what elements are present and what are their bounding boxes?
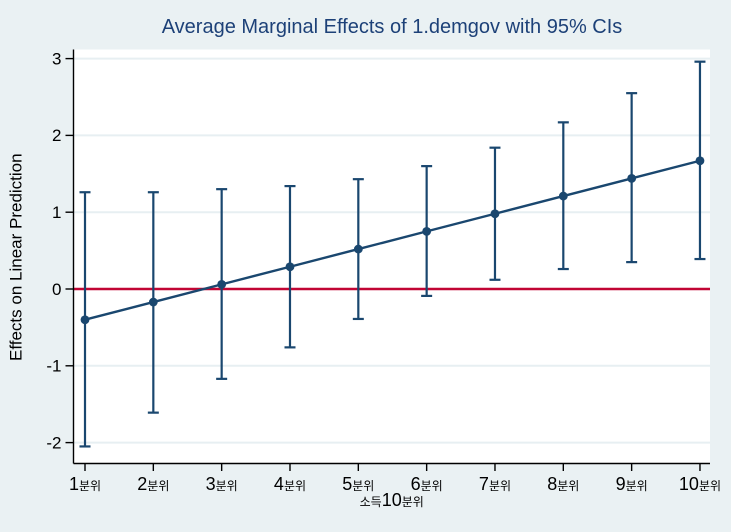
x-tick-label-6: 6분위: [411, 474, 443, 494]
marker-point-5: [353, 244, 363, 254]
marker-point-9: [627, 174, 637, 183]
plot-area-background: [73, 49, 710, 464]
y-tick-label--1: -1: [46, 357, 61, 376]
marker-point-6: [422, 227, 432, 236]
x-axis-title: 소득10분위: [360, 490, 424, 510]
x-tick-label-4: 4분위: [274, 474, 306, 494]
marker-point-1: [80, 315, 90, 325]
y-tick-label-3: 3: [52, 49, 61, 68]
x-tick-label-7: 7분위: [479, 474, 511, 494]
y-axis-title: Effects on Linear Prediction: [6, 153, 26, 361]
marker-point-2: [148, 297, 158, 307]
marker-point-3: [217, 279, 227, 289]
x-tick-label-10: 10분위: [679, 474, 721, 494]
x-tick-label-9: 9분위: [616, 474, 648, 494]
marker-point-4: [285, 262, 295, 272]
x-tick-label-3: 3분위: [206, 474, 238, 494]
x-tick-label-1: 1분위: [69, 474, 101, 494]
marker-point-8: [558, 191, 568, 201]
x-tick-label-5: 5분위: [342, 474, 374, 494]
y-tick-label-1: 1: [52, 203, 61, 222]
chart-title: Average Marginal Effects of 1.demgov wit…: [161, 16, 623, 38]
y-tick-label-0: 0: [52, 280, 61, 299]
y-tick-label--2: -2: [46, 433, 61, 452]
marker-point-7: [490, 209, 500, 219]
x-tick-label-8: 8분위: [547, 474, 579, 494]
y-tick-label-2: 2: [52, 126, 61, 145]
effect-line: [84, 159, 701, 321]
marker-point-10: [695, 156, 705, 166]
x-tick-label-2: 2분위: [137, 474, 169, 494]
